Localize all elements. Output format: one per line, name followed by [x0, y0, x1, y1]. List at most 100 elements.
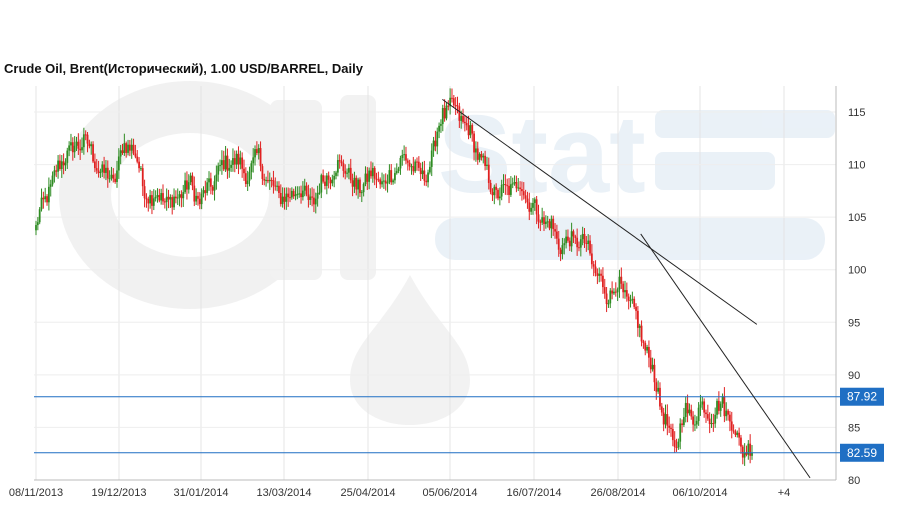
- candle-body: [493, 186, 496, 196]
- candle-body: [535, 199, 538, 215]
- candle-body: [515, 182, 518, 189]
- candle: [222, 150, 225, 172]
- candle: [463, 115, 466, 132]
- candle-body: [252, 157, 255, 164]
- candle-body: [213, 181, 216, 191]
- candle: [526, 191, 529, 209]
- candle-body: [725, 410, 728, 417]
- candle: [664, 404, 667, 429]
- candle-body: [614, 291, 617, 293]
- candle: [116, 160, 118, 188]
- candle: [285, 187, 288, 210]
- y-tick-label-4: 100: [848, 265, 866, 277]
- candle: [410, 163, 413, 175]
- candle: [40, 188, 43, 212]
- candle-body: [289, 197, 291, 199]
- candle-body: [605, 293, 608, 304]
- trend-lines: [442, 98, 811, 479]
- candle: [90, 141, 93, 155]
- candle: [324, 175, 326, 190]
- candle: [158, 188, 161, 203]
- candle-body: [526, 198, 529, 203]
- candle: [208, 171, 210, 191]
- candle: [180, 190, 183, 208]
- candle: [340, 155, 343, 167]
- candle-body: [463, 121, 466, 124]
- candle: [717, 391, 720, 415]
- candle: [244, 167, 247, 188]
- candle: [614, 282, 617, 297]
- candle: [255, 141, 258, 156]
- candle: [594, 260, 597, 277]
- candle: [723, 387, 726, 423]
- candle-body: [184, 180, 186, 193]
- candle: [530, 202, 533, 215]
- candle-body: [524, 195, 527, 199]
- candle: [128, 140, 131, 157]
- candle: [44, 187, 47, 203]
- candle: [638, 323, 641, 338]
- candle-body: [544, 221, 547, 225]
- candle: [71, 137, 74, 161]
- candle: [670, 423, 672, 437]
- candle: [125, 141, 128, 158]
- candle: [335, 170, 337, 180]
- candle-body: [583, 233, 586, 243]
- candle-body: [169, 197, 172, 200]
- candle: [657, 380, 660, 394]
- y-tick-label-3: 95: [848, 317, 860, 329]
- candle: [279, 184, 282, 207]
- candle-body: [346, 172, 348, 174]
- candle: [165, 188, 168, 211]
- candle-body: [412, 166, 415, 172]
- grid-lines: [34, 86, 837, 481]
- candle: [624, 280, 626, 299]
- candle-body: [145, 198, 148, 200]
- candle-body: [243, 168, 245, 174]
- candle: [123, 133, 126, 156]
- candle-body: [123, 143, 126, 154]
- candle-body: [456, 105, 459, 107]
- candle-body: [513, 182, 516, 184]
- candle: [55, 164, 58, 178]
- candle: [660, 402, 663, 416]
- candle-body: [504, 184, 507, 186]
- candle: [596, 268, 599, 285]
- candle: [537, 204, 540, 229]
- candle-body: [598, 273, 601, 276]
- candle-body: [705, 412, 707, 415]
- candle: [633, 296, 636, 310]
- candle-body: [491, 192, 494, 196]
- candle-body: [211, 186, 214, 191]
- candle-body: [694, 424, 696, 426]
- candle: [169, 194, 172, 208]
- candle: [590, 244, 593, 269]
- candle-body: [265, 180, 267, 182]
- candle: [38, 207, 41, 225]
- candle: [576, 228, 579, 256]
- candle-body: [42, 197, 45, 200]
- candle-body: [417, 161, 420, 168]
- candle: [671, 423, 674, 447]
- x-tick-label-4: 25/04/2014: [340, 487, 395, 499]
- candle: [441, 104, 444, 132]
- candle: [428, 161, 431, 175]
- candle-body: [70, 142, 72, 146]
- candle-body: [708, 418, 711, 424]
- candle: [548, 218, 551, 231]
- candle: [493, 184, 496, 205]
- candle-body: [480, 154, 483, 158]
- candle: [533, 197, 536, 211]
- candle-body: [462, 116, 464, 122]
- candle-body: [121, 150, 124, 154]
- candle-body: [51, 175, 54, 185]
- candle-body: [338, 160, 341, 162]
- candle-body: [331, 179, 334, 184]
- candle-body: [149, 195, 152, 204]
- candle: [568, 237, 571, 251]
- candle-body: [307, 194, 310, 200]
- candle: [563, 238, 566, 255]
- candle: [574, 234, 577, 245]
- candle-body: [460, 116, 463, 121]
